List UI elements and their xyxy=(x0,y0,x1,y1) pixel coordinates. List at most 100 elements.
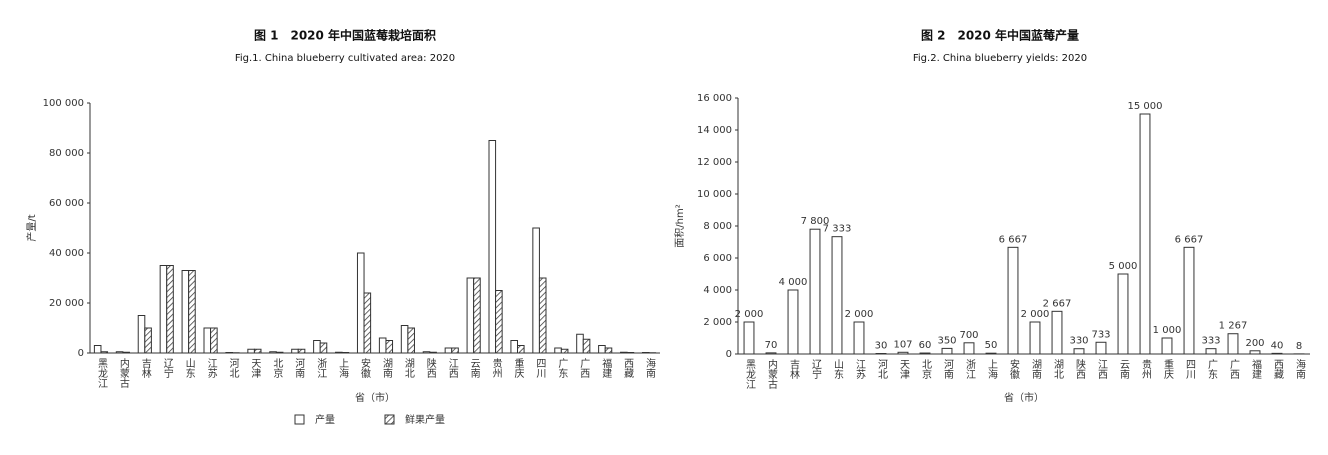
y-tick-label: 12 000 xyxy=(697,157,732,168)
legend-swatch xyxy=(384,414,395,425)
y-tick-label: 10 000 xyxy=(697,189,732,200)
bar xyxy=(313,340,321,354)
chart-subtitle: Fig.1. China blueberry cultivated area: … xyxy=(235,53,455,64)
x-tick-label: 重庆 xyxy=(512,357,524,379)
x-tick-label: 安徽 xyxy=(1008,358,1020,380)
bar xyxy=(400,325,409,354)
value-label: 107 xyxy=(893,339,912,350)
bar xyxy=(1271,352,1283,355)
x-tick-label: 海南 xyxy=(644,357,656,378)
x-tick-label: 贵州 xyxy=(1140,358,1152,379)
bar xyxy=(787,289,799,355)
bar xyxy=(269,351,277,354)
bar xyxy=(897,351,909,355)
value-label: 2 667 xyxy=(1043,298,1072,309)
bar xyxy=(853,321,865,355)
bar xyxy=(363,292,372,354)
legend-swatch xyxy=(294,414,305,425)
bar xyxy=(247,348,255,354)
x-tick-label: 重庆 xyxy=(1162,358,1174,380)
legend-label: 产量 xyxy=(315,413,335,426)
y-tick-label: 60 000 xyxy=(49,198,84,209)
bar xyxy=(137,315,146,354)
value-label: 1 267 xyxy=(1219,321,1248,332)
bar xyxy=(1117,273,1129,355)
bar xyxy=(385,340,394,354)
value-label: 6 667 xyxy=(1175,234,1204,245)
bar xyxy=(488,140,497,354)
x-tick-label: 陕西 xyxy=(1074,358,1086,379)
bar xyxy=(743,321,755,355)
bar xyxy=(451,347,459,354)
value-label: 5 000 xyxy=(1109,261,1138,272)
bar xyxy=(554,347,562,354)
y-axis-label: 产量/t xyxy=(25,214,38,241)
bar xyxy=(319,342,328,354)
bar xyxy=(429,351,437,354)
bar xyxy=(473,277,481,354)
y-tick-label: 14 000 xyxy=(697,125,732,136)
bar xyxy=(626,352,635,354)
x-axis-label: 省（市） xyxy=(355,391,395,404)
y-tick-label: 6 000 xyxy=(703,253,732,264)
bar xyxy=(144,327,152,354)
bar xyxy=(517,345,525,354)
bar xyxy=(181,270,190,354)
bar xyxy=(576,333,584,354)
y-tick-label: 20 000 xyxy=(49,298,84,309)
x-tick-label: 广西 xyxy=(1228,359,1240,379)
x-tick-label: 浙江 xyxy=(964,359,976,379)
bar xyxy=(919,352,931,355)
value-label: 4 000 xyxy=(779,277,808,288)
bar xyxy=(963,342,975,355)
bar xyxy=(1227,333,1239,355)
bar xyxy=(1161,337,1173,355)
bar xyxy=(495,290,503,354)
x-tick-label: 上海 xyxy=(986,359,998,380)
y-axis-label: 面积/hm² xyxy=(674,204,686,247)
x-tick-label: 江西 xyxy=(446,358,458,378)
bar xyxy=(620,351,628,354)
x-tick-label: 云南 xyxy=(1118,359,1130,379)
y-tick-label: 0 xyxy=(726,349,732,360)
y-tick-label: 0 xyxy=(78,348,84,359)
x-tick-label: 西藏 xyxy=(1272,359,1284,380)
bar xyxy=(510,340,518,354)
x-tick-label: 福建 xyxy=(600,357,612,378)
x-tick-label: 湖南 xyxy=(1030,359,1042,379)
value-label: 350 xyxy=(937,335,956,346)
x-tick-label: 上海 xyxy=(337,358,349,379)
bar xyxy=(831,236,843,355)
bar xyxy=(985,352,997,355)
bar xyxy=(335,351,343,354)
x-tick-label: 广东 xyxy=(556,358,568,378)
bar xyxy=(641,352,650,354)
x-tick-label: 北京 xyxy=(920,359,932,380)
bar xyxy=(122,351,130,354)
y-tick-label: 100 000 xyxy=(43,98,84,109)
y-tick-label: 2 000 xyxy=(703,317,732,328)
x-tick-label: 福建 xyxy=(1250,358,1262,379)
bar xyxy=(210,327,218,354)
x-tick-label: 湖南 xyxy=(380,358,392,378)
x-tick-label: 河北 xyxy=(227,358,239,378)
x-tick-label: 山东 xyxy=(832,359,844,379)
value-label: 8 xyxy=(1296,341,1302,352)
bar xyxy=(809,228,821,355)
bar xyxy=(378,337,387,354)
value-label: 200 xyxy=(1245,338,1264,349)
bar xyxy=(275,351,284,354)
x-tick-label: 辽宁 xyxy=(810,359,822,379)
bar xyxy=(532,227,540,354)
legend-label: 鲜果产量 xyxy=(405,413,445,426)
bar xyxy=(100,351,109,354)
x-tick-label: 北京 xyxy=(271,358,283,379)
y-tick-label: 40 000 xyxy=(49,248,84,259)
bar xyxy=(1007,246,1019,355)
x-tick-label: 河南 xyxy=(293,358,305,378)
x-tick-label: 湖北 xyxy=(1052,359,1064,379)
value-label: 30 xyxy=(875,341,888,352)
bar xyxy=(159,265,168,354)
chart-subtitle: Fig.2. China blueberry yields: 2020 xyxy=(913,53,1087,64)
